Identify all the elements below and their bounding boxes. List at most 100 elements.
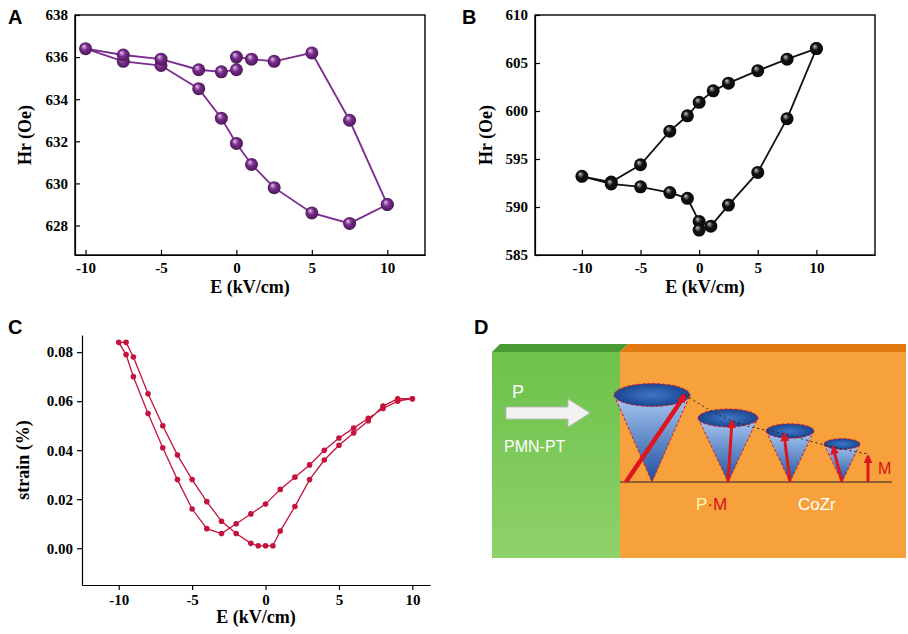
data-point [245,53,258,66]
data-point [410,396,416,402]
y-tick-label: 585 [506,247,529,263]
data-point [704,220,717,233]
x-tick-mark [816,250,817,255]
data-point [781,112,794,125]
x-tick-mark [312,250,313,255]
data-point [366,418,372,424]
data-point [175,477,181,483]
y-tick: 0.06 [47,393,82,409]
x-tick: 5 [309,250,317,276]
data-point [381,198,394,211]
y-tick-label: 0.00 [47,541,73,557]
x-tick-label: 10 [380,260,395,276]
cone-top [766,424,814,438]
data-point [663,186,676,199]
magnetization-arrow [626,395,685,482]
film-label: CoZr [798,495,836,514]
data-point [395,396,401,402]
y-tick-label: 630 [46,176,69,192]
y-tick-label: 610 [506,7,529,23]
data-point [230,137,243,150]
x-tick-mark [387,250,388,255]
y-tick: 0.08 [47,344,82,360]
x-tick-label: 5 [336,592,344,608]
y-tick-label: 600 [506,103,529,119]
data-point [248,541,254,547]
cone [824,439,860,482]
x-tick: 10 [405,585,420,608]
data-point [263,543,269,549]
x-tick-label: 5 [755,260,763,276]
data-point [160,423,166,429]
data-point [751,64,764,77]
y-tick-label: 0.02 [47,492,73,508]
x-tick-mark [192,585,193,590]
data-point [321,457,327,463]
data-point [131,374,137,380]
x-tick-label: -10 [572,260,592,276]
x-tick-mark [412,585,413,590]
x-axis-title: E (kV/cm) [216,607,296,628]
x-tick: 0 [233,250,241,276]
x-tick-label: 5 [309,260,317,276]
data-point [605,177,618,190]
polarization-arrow [506,399,590,427]
data-point [307,477,313,483]
x-tick: 0 [262,585,270,608]
data-point [343,114,356,127]
data-point [722,77,735,90]
plot-frame [535,15,875,255]
data-point [219,531,225,537]
y-tick-label: 0.08 [47,344,73,360]
data-line [119,342,413,545]
x-tick-label: -5 [186,592,199,608]
polarization-label: P [512,382,524,402]
x-tick-label: -5 [635,260,648,276]
panel-0: -10-50510628630632634636638E (kV/cm)Hr (… [8,6,426,298]
data-point [321,447,327,453]
data-point [219,518,225,524]
y-tick: 0.00 [47,541,82,557]
data-point [634,158,647,171]
y-axis: 0.00 0.02 0.04 0.06 0.08 [47,336,83,586]
y-tick-label: 605 [506,55,529,71]
data-point [681,109,694,122]
x-tick: 0 [696,250,704,276]
y-tick: 0.04 [47,442,82,458]
x-tick: -10 [76,250,96,276]
data-point [233,531,239,537]
magnetization-arrow [833,447,842,482]
data-point [351,430,357,436]
data-point [215,112,228,125]
data-point [230,63,243,76]
data-point [131,354,137,360]
data-point [343,217,356,230]
x-tick: -5 [155,250,168,276]
magnetization-arrow [784,434,790,482]
x-tick-mark [699,250,700,255]
x-tick: -5 [635,250,648,276]
x-tick-label: 10 [405,592,420,608]
x-tick-mark [582,250,583,255]
y-tick-label: 0.04 [47,442,74,458]
x-tick: 5 [336,585,344,608]
panel-letter: C [8,316,22,338]
x-axis: -10 -5 0 5 10 [76,250,426,276]
data-point [693,96,706,109]
data-point [117,49,130,62]
y-tick-mark [535,111,540,112]
x-tick-label: 0 [233,260,241,276]
y-tick-label: 632 [46,134,69,150]
data-point [751,166,764,179]
film-top [620,344,906,352]
y-tick-label: 638 [46,7,69,23]
data-point [410,396,416,402]
x-axis: -10-50510 [83,585,431,608]
plot-area [575,42,822,236]
y-axis-title: Hr (Oe) [476,105,497,165]
y-tick-mark [75,99,80,100]
y-tick-label: 634 [46,92,69,108]
data-point [145,411,151,417]
cone [614,384,690,482]
data-point [336,442,342,448]
